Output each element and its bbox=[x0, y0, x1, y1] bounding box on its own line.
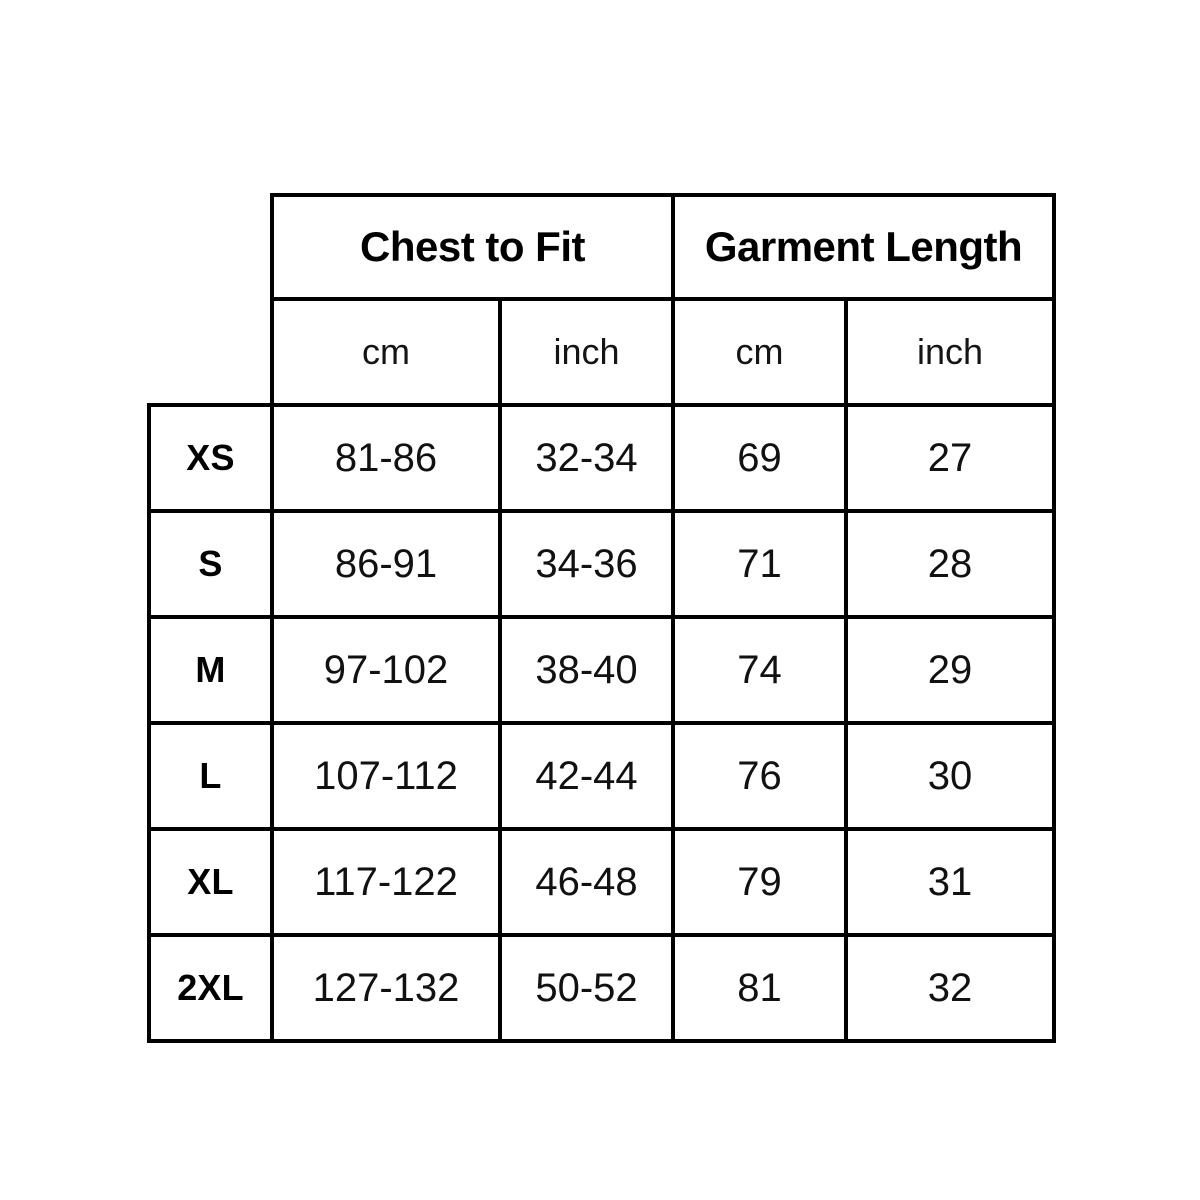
size-label: XL bbox=[147, 827, 274, 937]
chest-inch-value: 50-52 bbox=[497, 933, 676, 1043]
chest-cm-value: 86-91 bbox=[270, 509, 502, 619]
chest-inch-value: 32-34 bbox=[497, 403, 676, 513]
table-row: XL 117-122 46-48 79 31 bbox=[147, 827, 1057, 937]
unit-header-length-cm: cm bbox=[671, 297, 849, 407]
table-row: M 97-102 38-40 74 29 bbox=[147, 615, 1057, 725]
length-cm-value: 76 bbox=[671, 721, 849, 831]
size-label: S bbox=[147, 509, 274, 619]
group-header-row: Chest to Fit Garment Length bbox=[149, 193, 1057, 301]
chest-cm-value: 127-132 bbox=[270, 933, 502, 1043]
group-header-length: Garment Length bbox=[671, 193, 1057, 301]
length-cm-value: 71 bbox=[671, 509, 849, 619]
length-cm-value: 74 bbox=[671, 615, 849, 725]
chest-cm-value: 107-112 bbox=[270, 721, 502, 831]
length-inch-value: 30 bbox=[844, 721, 1057, 831]
chest-inch-value: 34-36 bbox=[497, 509, 676, 619]
group-header-chest: Chest to Fit bbox=[269, 193, 676, 301]
table-row: XS 81-86 32-34 69 27 bbox=[147, 403, 1057, 513]
table-row: L 107-112 42-44 76 30 bbox=[147, 721, 1057, 831]
length-inch-value: 31 bbox=[844, 827, 1057, 937]
length-inch-value: 27 bbox=[844, 403, 1057, 513]
table-row: S 86-91 34-36 71 28 bbox=[147, 509, 1057, 619]
size-label: XS bbox=[147, 403, 274, 513]
unit-header-chest-inch: inch bbox=[497, 297, 676, 407]
length-inch-value: 32 bbox=[844, 933, 1057, 1043]
corner-cell bbox=[149, 195, 272, 405]
size-label: 2XL bbox=[147, 933, 274, 1043]
unit-header-chest-cm: cm bbox=[270, 297, 502, 407]
chest-inch-value: 42-44 bbox=[497, 721, 676, 831]
length-inch-value: 28 bbox=[844, 509, 1057, 619]
size-label: M bbox=[147, 615, 274, 725]
chest-inch-value: 46-48 bbox=[497, 827, 676, 937]
length-cm-value: 79 bbox=[671, 827, 849, 937]
length-cm-value: 81 bbox=[671, 933, 849, 1043]
length-cm-value: 69 bbox=[671, 403, 849, 513]
chest-cm-value: 97-102 bbox=[270, 615, 502, 725]
table-body: XS 81-86 32-34 69 27 S 86-91 34-36 71 28… bbox=[147, 403, 1057, 1043]
table-head: Chest to Fit Garment Length cm inch cm i… bbox=[149, 193, 1057, 407]
chest-cm-value: 117-122 bbox=[270, 827, 502, 937]
chest-inch-value: 38-40 bbox=[497, 615, 676, 725]
chest-cm-value: 81-86 bbox=[270, 403, 502, 513]
unit-header-row: cm inch cm inch bbox=[149, 297, 1057, 407]
length-inch-value: 29 bbox=[844, 615, 1057, 725]
unit-header-length-inch: inch bbox=[844, 297, 1057, 407]
size-chart-table: Chest to Fit Garment Length cm inch cm i… bbox=[147, 193, 1057, 1043]
size-label: L bbox=[147, 721, 274, 831]
table-row: 2XL 127-132 50-52 81 32 bbox=[147, 933, 1057, 1043]
